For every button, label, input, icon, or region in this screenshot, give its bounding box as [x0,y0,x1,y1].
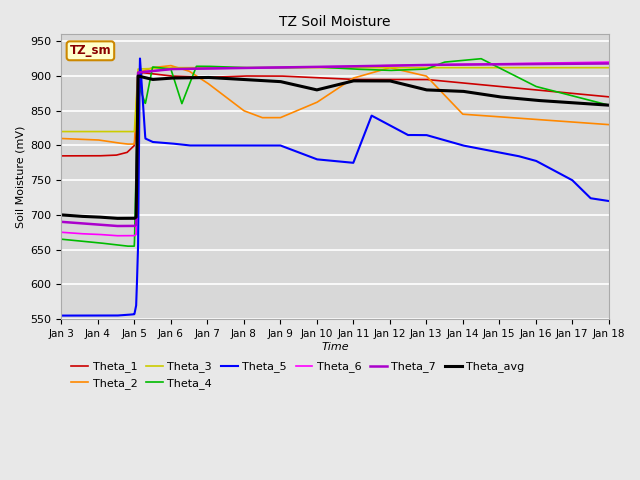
Theta_avg [589,101,597,107]
Theta_6 [324,64,332,70]
Theta_5 [310,155,317,161]
Title: TZ Soil Moisture: TZ Soil Moisture [279,15,391,29]
Theta_4 [86,239,93,245]
Theta_avg [58,212,65,218]
Line: Theta_1: Theta_1 [61,72,609,156]
Theta_4 [324,65,332,71]
Theta_7 [113,223,120,229]
Theta_6 [489,61,497,67]
Theta_5 [58,312,65,318]
Theta_4 [605,102,612,108]
Theta_avg [134,73,142,79]
Theta_3 [324,65,332,71]
Y-axis label: Soil Moisture (mV): Soil Moisture (mV) [15,125,25,228]
Theta_3 [167,65,175,71]
Theta_2 [167,63,175,69]
Line: Theta_avg: Theta_avg [61,76,609,218]
Theta_6 [605,59,612,65]
Theta_4 [477,56,484,61]
Theta_7 [589,61,596,67]
Theta_1 [605,94,612,100]
Theta_avg [113,216,120,221]
Line: Theta_6: Theta_6 [61,62,609,236]
X-axis label: Time: Time [321,342,349,351]
Theta_2 [58,136,65,142]
Theta_4 [589,98,597,104]
Theta_5 [136,56,144,61]
Line: Theta_2: Theta_2 [61,66,609,144]
Theta_6 [86,231,93,237]
Theta_4 [58,236,65,242]
Line: Theta_7: Theta_7 [61,63,609,226]
Theta_3 [86,129,93,134]
Theta_1 [58,153,65,159]
Theta_2 [589,120,597,126]
Theta_2 [124,141,131,147]
Theta_5 [86,312,93,318]
Theta_5 [324,157,332,163]
Line: Theta_5: Theta_5 [61,59,609,315]
Theta_5 [589,196,596,202]
Theta_3 [58,129,65,134]
Theta_avg [605,102,612,108]
Theta_1 [589,93,597,98]
Theta_2 [489,113,497,119]
Theta_6 [589,60,597,65]
Theta_2 [589,120,597,126]
Theta_7 [489,61,497,67]
Theta_5 [605,198,612,204]
Theta_6 [310,64,317,70]
Line: Theta_3: Theta_3 [61,68,609,132]
Theta_avg [86,214,93,219]
Theta_1 [86,153,93,159]
Theta_7 [605,60,612,66]
Theta_7 [324,64,332,70]
Theta_3 [589,65,596,71]
Theta_7 [310,64,317,70]
Theta_avg [310,86,317,92]
Theta_4 [489,62,497,68]
Theta_4 [124,243,131,249]
Theta_2 [324,92,332,98]
Theta_avg [589,101,597,107]
Theta_6 [113,233,120,239]
Theta_7 [58,219,65,225]
Theta_5 [489,148,497,154]
Theta_7 [86,221,93,227]
Theta_1 [324,75,332,81]
Theta_4 [310,64,317,70]
Theta_4 [589,98,597,104]
Theta_2 [310,101,317,107]
Theta_7 [589,61,597,67]
Theta_1 [489,83,497,89]
Theta_3 [310,65,317,71]
Theta_6 [58,229,65,235]
Theta_avg [489,93,497,99]
Theta_3 [589,65,597,71]
Theta_2 [605,122,612,128]
Theta_5 [589,196,597,202]
Theta_avg [324,84,332,90]
Text: TZ_sm: TZ_sm [70,44,111,57]
Theta_1 [138,70,146,75]
Theta_3 [489,65,497,71]
Theta_3 [605,65,612,71]
Theta_1 [589,93,596,98]
Theta_1 [310,75,317,81]
Theta_6 [589,60,596,65]
Theta_2 [86,137,93,143]
Line: Theta_4: Theta_4 [61,59,609,246]
Legend: Theta_1, Theta_2, Theta_3, Theta_4, Theta_5, Theta_6, Theta_7, Theta_avg: Theta_1, Theta_2, Theta_3, Theta_4, Thet… [67,357,529,393]
